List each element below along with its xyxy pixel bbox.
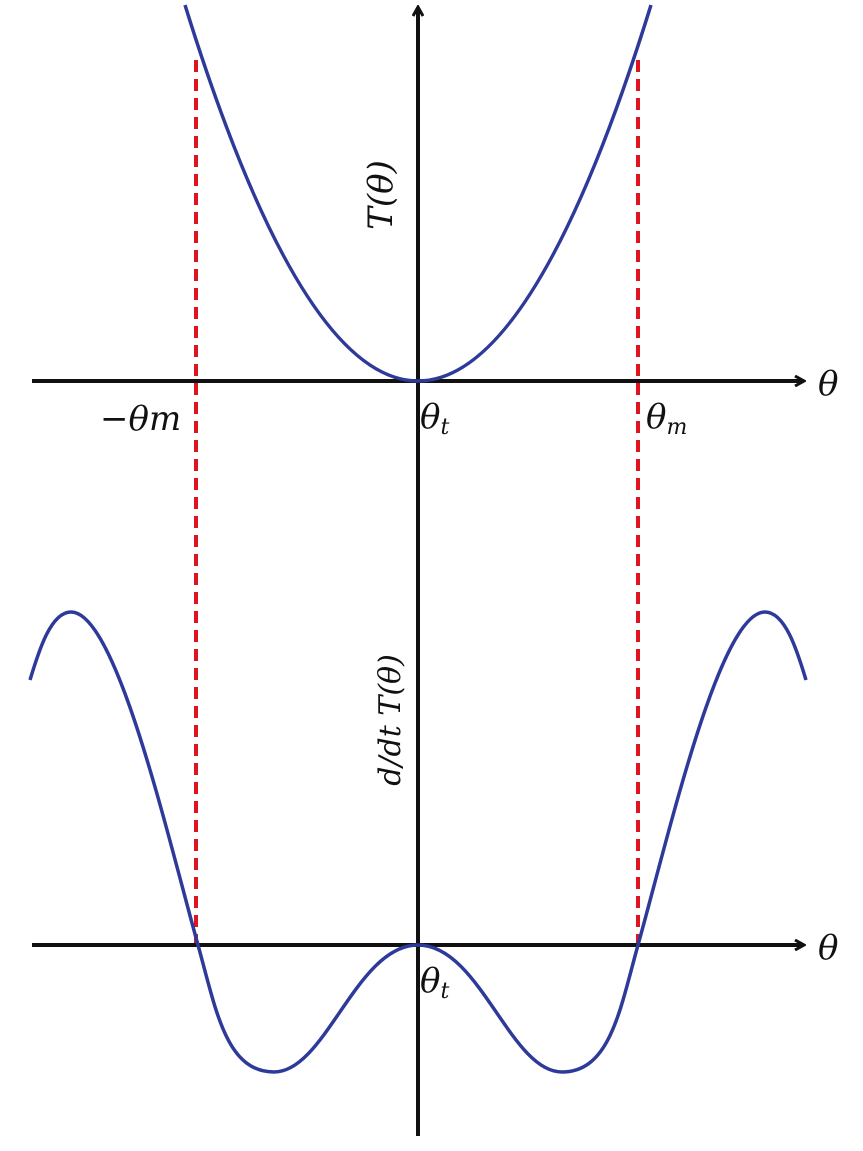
sub-t: t xyxy=(440,979,449,1004)
theta: θ xyxy=(646,397,666,437)
top-y-label: T(θ) xyxy=(361,160,401,230)
top-x-axis-label: θ xyxy=(818,364,838,404)
tick-theta-t-bottom: θt xyxy=(420,961,449,1004)
sub-t: t xyxy=(440,415,449,440)
bottom-y-label-text: d/dt T(θ) xyxy=(373,654,408,786)
tick-neg-theta-m: −θm xyxy=(100,399,181,439)
bottom-y-label: d/dt T(θ) xyxy=(373,654,408,786)
sub-m: m xyxy=(666,415,687,440)
top-y-label-text: T(θ) xyxy=(361,160,401,230)
curve-T-theta xyxy=(183,4,653,383)
bottom-x-axis-label: θ xyxy=(818,928,838,968)
curve-dT-dt xyxy=(28,610,808,1074)
theta: θ xyxy=(420,961,440,1001)
theta: θ xyxy=(420,397,440,437)
tick-theta-m: θm xyxy=(646,397,687,440)
tick-theta-t-top: θt xyxy=(420,397,449,440)
